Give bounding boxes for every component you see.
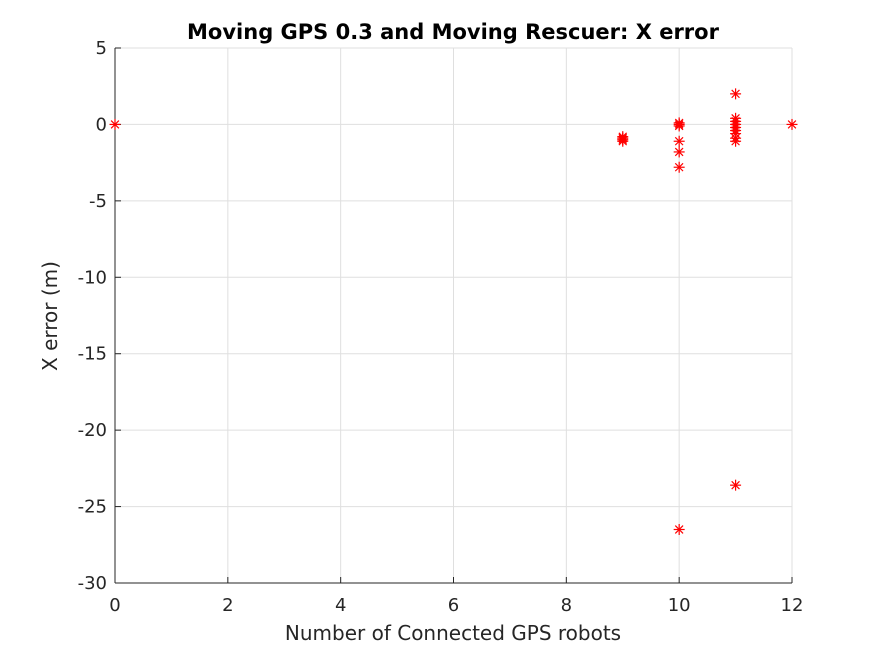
x-tick-label: 6: [448, 595, 459, 616]
tick-labels: 0 2 4 6 8 10 12 5 0 -5 -10 -15 -20 -25 -30: [78, 38, 804, 616]
y-axis-label: X error (m): [38, 261, 62, 371]
y-tick-label: -30: [78, 573, 107, 594]
data-point: [730, 479, 742, 491]
x-tick-label: 8: [561, 595, 572, 616]
x-tick-label: 12: [781, 595, 804, 616]
x-tick-label: 10: [668, 595, 691, 616]
x-tick-label: 4: [335, 595, 346, 616]
y-tick-label: -10: [78, 267, 107, 288]
data-point: [673, 524, 685, 535]
y-tick-label: 5: [96, 38, 107, 59]
data-point: [673, 161, 685, 173]
y-tick-label: -5: [89, 191, 107, 212]
chart-title: Moving GPS 0.3 and Moving Rescuer: X err…: [187, 20, 720, 44]
y-tick-label: 0: [96, 114, 107, 135]
data-point: [617, 135, 629, 147]
data-point: [730, 135, 742, 147]
data-point: [673, 135, 685, 147]
y-tick-label: -25: [78, 497, 107, 518]
x-axis-label: Number of Connected GPS robots: [285, 621, 621, 645]
data-point: [786, 118, 798, 130]
data-point: [730, 88, 742, 100]
y-tick-label: -20: [78, 420, 107, 441]
y-tick-label: -15: [78, 344, 107, 365]
x-tick-label: 0: [109, 595, 120, 616]
data-points: [109, 88, 798, 535]
data-point: [109, 118, 121, 130]
x-tick-label: 2: [222, 595, 233, 616]
data-point: [673, 120, 685, 132]
data-point: [673, 146, 685, 158]
